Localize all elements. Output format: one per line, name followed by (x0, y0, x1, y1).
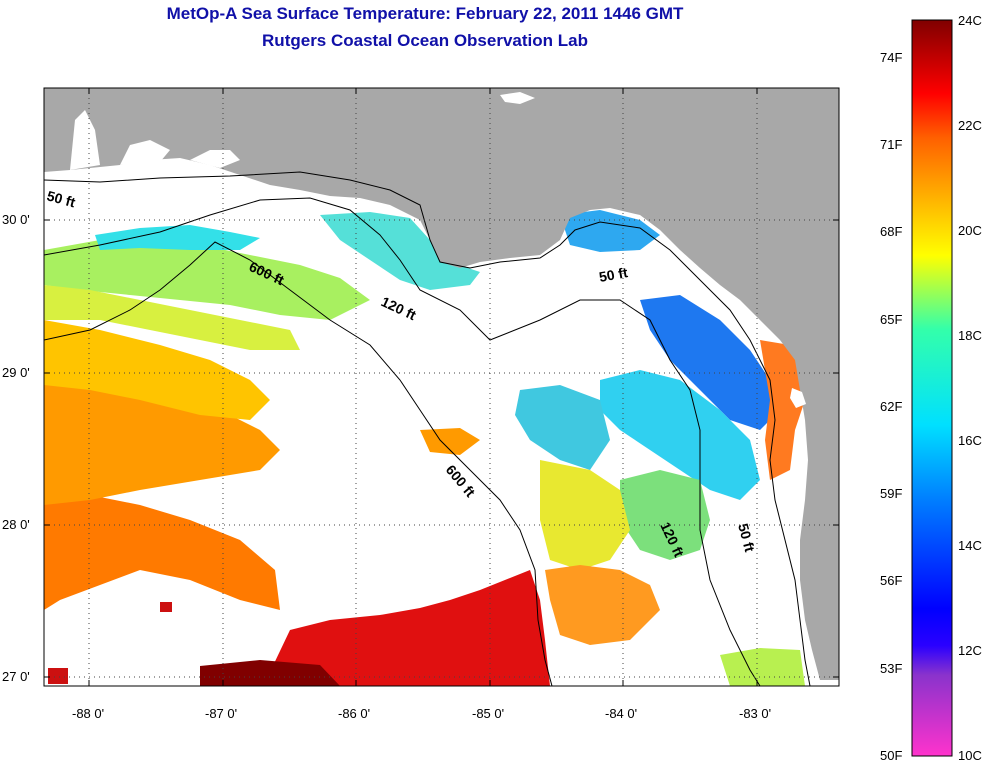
isobaths (44, 171, 811, 686)
lon-tick-label: -87 0' (205, 706, 238, 721)
chart-subtitle: Rutgers Coastal Ocean Observation Lab (262, 31, 588, 50)
lon-tick-label: -88 0' (72, 706, 105, 721)
colorbar-c-label: 12C (958, 643, 982, 658)
sst-red-dot-mid (160, 602, 172, 612)
sst-yellow-mid (540, 460, 630, 570)
lon-tick-label: -84 0' (605, 706, 638, 721)
colorbar-c-label: 14C (958, 538, 982, 553)
land-north (44, 88, 839, 680)
chart-title: MetOp-A Sea Surface Temperature: Februar… (166, 4, 684, 23)
colorbar-c-label: 24C (958, 13, 982, 28)
inland-bay-west (70, 110, 100, 170)
colorbar-c-label: 20C (958, 223, 982, 238)
lon-tick-label: -85 0' (472, 706, 505, 721)
sst-cyan-bay (320, 212, 480, 290)
isobath-600ft (44, 241, 553, 686)
colorbar-f-label: 50F (880, 748, 903, 763)
inland-bay-mobile (120, 140, 170, 165)
inland-lake (500, 92, 535, 104)
sst-coastal-warm (760, 340, 805, 480)
inland-bay-pensacola (190, 150, 240, 168)
sst-blue-westfl (640, 295, 780, 430)
sst-green-north (44, 235, 370, 320)
sst-yellowgreen-mid (44, 285, 300, 350)
isobath-120ft (44, 197, 761, 686)
lat-tick-label: 29 0' (2, 365, 30, 380)
lat-tick-label: 27 0' (2, 669, 30, 684)
sst-cyan-mid (515, 385, 610, 470)
isobath-50ft (44, 171, 811, 686)
sst-yellow-west (44, 320, 270, 420)
lat-tick-label: 28 0' (2, 517, 30, 532)
colorbar-f-label: 65F (880, 312, 903, 327)
sst-warm-core (270, 570, 550, 686)
isobath-label: 50 ft (45, 187, 77, 210)
colorbar-f-label: 53F (880, 661, 903, 676)
colorbar-f-label: 74F (880, 50, 903, 65)
colorbar-frame (911, 19, 953, 757)
colorbar-c-label: 18C (958, 328, 982, 343)
sst-maroon-patch (200, 660, 340, 686)
sst-data-layer (44, 210, 805, 686)
sst-cyan-westfl (600, 370, 760, 500)
sst-orange-patch-mid (420, 428, 480, 455)
axis-ticks (44, 88, 839, 686)
isobath-label: 50 ft (598, 264, 629, 285)
lon-tick-label: -86 0' (338, 706, 371, 721)
sst-red-dot-west (48, 668, 68, 684)
sst-orange-southeast (545, 565, 660, 645)
isobath-label: 50 ft (735, 522, 758, 554)
colorbar-c-label: 16C (958, 433, 982, 448)
colorbar-f-label: 71F (880, 137, 903, 152)
colorbar-c-label: 22C (958, 118, 982, 133)
sst-orange-band (44, 495, 280, 610)
sst-greenyellow-se (720, 648, 805, 686)
lon-tick-label: -83 0' (739, 706, 772, 721)
colorbar-f-label: 62F (880, 399, 903, 414)
sst-green-east (620, 470, 710, 560)
colorbar-f-label: 56F (880, 573, 903, 588)
inland-bay-tampa (790, 388, 806, 408)
colorbar-c-label: 10C (958, 748, 982, 763)
colorbar-f-label: 59F (880, 486, 903, 501)
colorbar-f-label: 68F (880, 224, 903, 239)
lat-tick-label: 30 0' (2, 212, 30, 227)
colorbar-gradient (912, 20, 952, 756)
